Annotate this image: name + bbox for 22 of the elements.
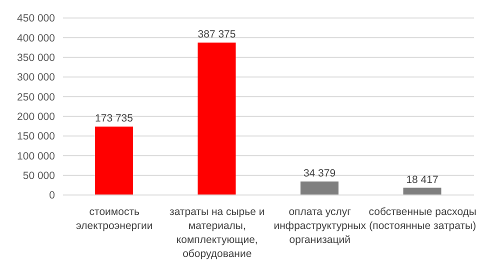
bar [95,126,133,195]
y-tick-label: 0 [49,190,56,202]
data-label: 34 379 [303,167,336,180]
bar [300,181,338,195]
data-label: 18 417 [406,174,438,186]
y-tick-label: 400 000 [17,32,56,44]
y-tick-label: 150 000 [17,130,56,143]
x-tick-label: затраты на сырье и материалы, комплектующие, оборудование [170,206,265,260]
y-tick-label: 350 000 [17,52,56,64]
bar [403,188,442,195]
y-tick-label: 50 000 [22,170,56,182]
x-tick-label: собственные расходы (постоянные затраты) [368,206,476,232]
y-tick-label: 300 000 [17,72,56,84]
data-label: 387 375 [198,28,236,41]
y-tick-label: 250 000 [17,91,56,104]
data-label: 173 735 [95,112,134,125]
x-tick-label: оплата услуг инфраструктурных организаций [274,206,367,246]
x-tick-label: стоимость электроэнергии [76,206,153,232]
y-tick-label: 100 000 [17,150,56,162]
y-tick-label: 200 000 [17,111,56,124]
y-tick-label: 450 000 [17,12,56,25]
bar [198,42,236,195]
